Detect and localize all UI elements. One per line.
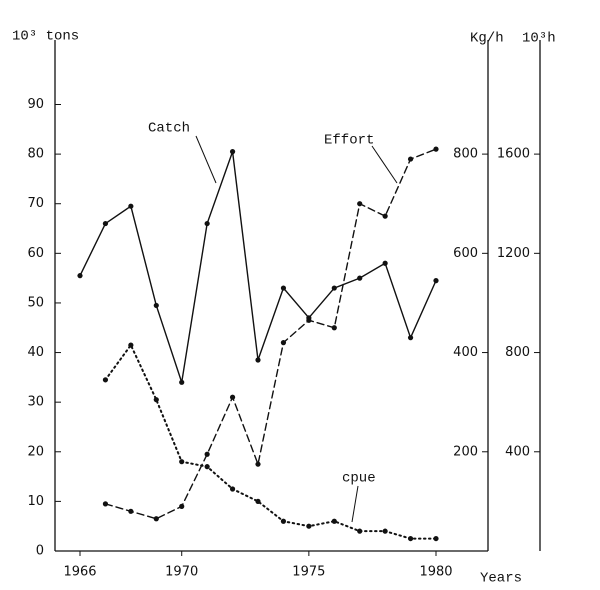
y3-axis-label: 10³h (522, 31, 556, 47)
data-point (382, 213, 388, 219)
y-axis-label: 10³ tons (12, 29, 79, 45)
data-point (331, 325, 337, 331)
data-point (255, 461, 261, 467)
data-point (179, 503, 185, 509)
data-point (128, 203, 134, 209)
annotation-arrows (195, 135, 398, 523)
data-point (331, 285, 337, 291)
y2-tick-label: 200 (453, 444, 478, 459)
data-point (204, 220, 210, 227)
series-label: Catch (148, 121, 190, 137)
axes (54, 40, 541, 552)
y2-axis-label: Kg/h (470, 31, 504, 47)
y3-tick-label: 800 (505, 345, 530, 360)
data-point (433, 146, 439, 152)
series-line (79, 151, 437, 383)
arrow (195, 135, 217, 184)
y-tick-label: 10 (27, 494, 44, 509)
data-point (102, 377, 109, 383)
series-line (104, 343, 437, 540)
data-point (280, 518, 287, 524)
y3-tick-label: 1600 (497, 147, 530, 162)
series-line (104, 148, 437, 520)
data-point (433, 535, 439, 542)
arrow (371, 145, 398, 184)
data-point (357, 528, 363, 534)
y-tick-label: 60 (27, 246, 44, 261)
data-point (357, 201, 363, 207)
y-tick-label: 20 (27, 444, 44, 459)
data-point (229, 486, 236, 492)
data-point (255, 357, 261, 363)
data-point (77, 273, 83, 279)
data-point (153, 397, 159, 403)
x-tick-label: 1970 (165, 565, 198, 580)
y-tick-label: 40 (27, 345, 44, 360)
data-point (102, 501, 109, 507)
data-point (153, 302, 159, 309)
y-tick-label: 30 (27, 395, 44, 410)
y3-tick-label: 400 (505, 444, 530, 459)
data-point (433, 278, 439, 284)
data-point (179, 379, 185, 385)
y-tick-label: 50 (27, 295, 44, 310)
data-point (128, 342, 134, 348)
y2-tick-label: 800 (453, 147, 478, 162)
data-point (407, 535, 414, 542)
x-tick-label: 1966 (63, 565, 96, 580)
data-point (179, 459, 185, 465)
data-point (306, 523, 312, 529)
data-point (280, 285, 287, 291)
data-point (407, 335, 414, 341)
x-tick-label: 1975 (292, 565, 325, 580)
series-label: Effort (324, 133, 374, 149)
data-point (229, 149, 236, 155)
data-point (204, 451, 210, 457)
data-point (357, 275, 363, 281)
y3-tick-label: 1200 (497, 246, 530, 261)
data-point (280, 340, 287, 346)
y-tick-label: 0 (36, 544, 44, 559)
data-point (255, 498, 261, 504)
data-point (229, 394, 236, 400)
data-point (204, 464, 210, 470)
y-tick-label: 70 (27, 196, 44, 211)
data-point (331, 518, 337, 524)
data-point (153, 516, 159, 522)
y-tick-label: 90 (27, 97, 44, 112)
data-point (306, 317, 312, 323)
series-label: cpue (342, 471, 376, 487)
y2-tick-label: 600 (453, 246, 478, 261)
x-tick-label: 1980 (419, 565, 452, 580)
data-point (102, 220, 109, 227)
y-tick-label: 80 (27, 147, 44, 162)
data-point (407, 156, 414, 162)
x-axis-label: Years (480, 571, 522, 587)
data-point (128, 508, 134, 514)
data-point (382, 260, 388, 266)
arrow (351, 485, 359, 523)
data-point (382, 528, 388, 534)
y2-tick-label: 400 (453, 345, 478, 360)
